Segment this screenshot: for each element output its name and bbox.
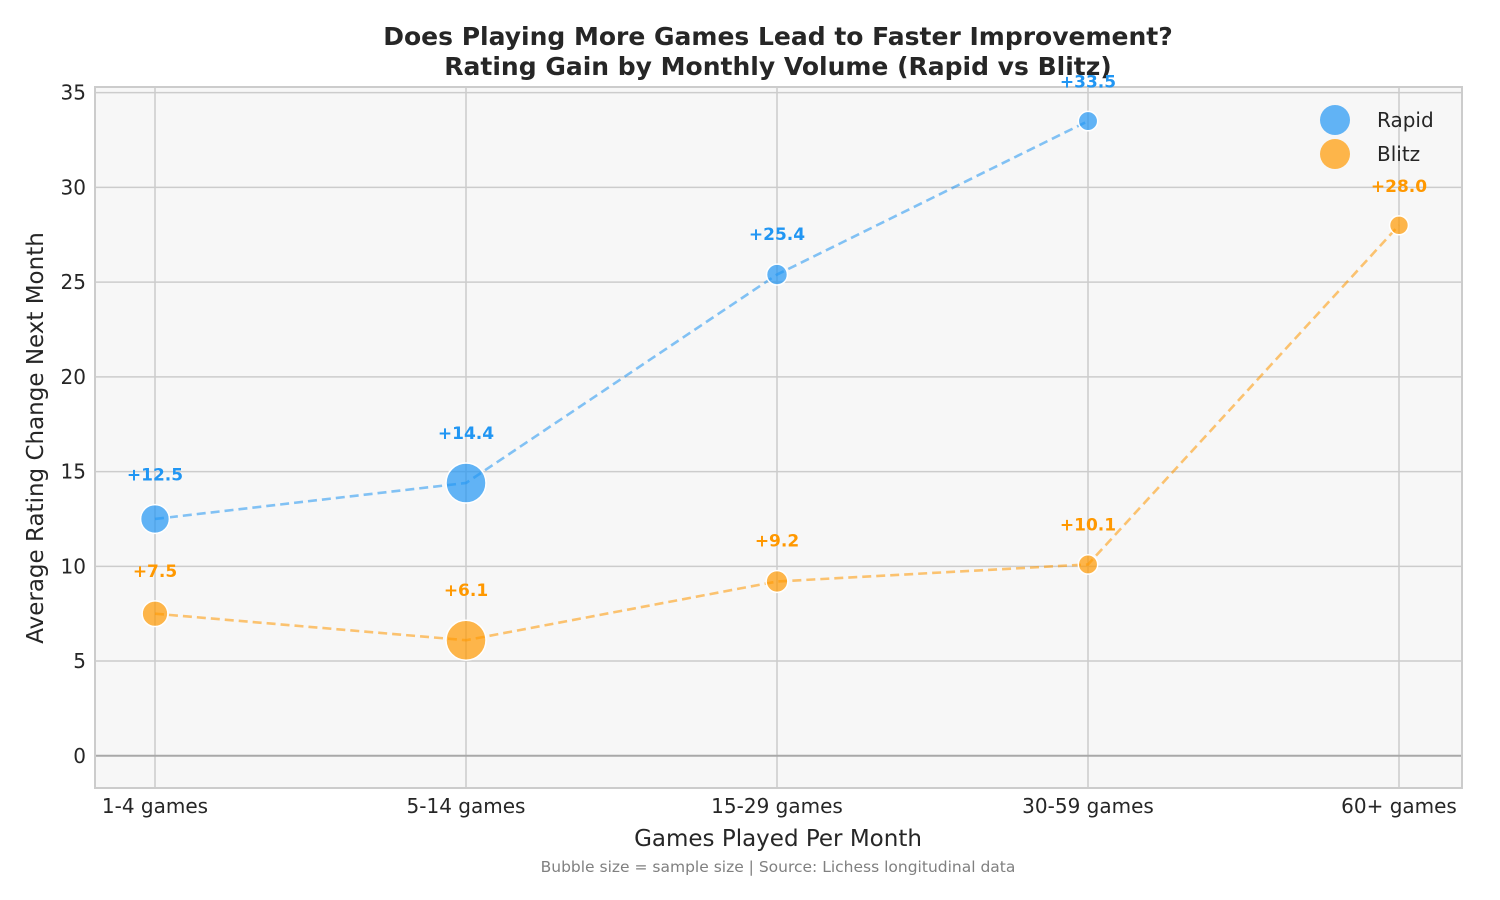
rapid-bubble (445, 462, 487, 504)
y-tick-label: 25 (61, 270, 86, 294)
y-tick-label: 0 (73, 744, 86, 768)
rapid-legend-label: Rapid (1377, 108, 1434, 132)
plot-area: 0 5 10 15 20 25 30 35 1-4 games 5-14 games 15-29 g… (61, 72, 1463, 818)
x-tick-label: 60+ games (1341, 794, 1457, 818)
blitz-legend-marker (1320, 139, 1350, 169)
rapid-bubble (1077, 110, 1099, 132)
blitz-bubble (445, 619, 487, 661)
y-tick-label: 35 (61, 81, 86, 105)
chart-subtitle: Rating Gain by Monthly Volume (Rapid vs … (444, 52, 1111, 81)
y-tick-label: 30 (61, 175, 86, 199)
x-tick-label: 5-14 games (407, 794, 526, 818)
blitz-trend-line (154, 224, 1400, 642)
blitz-legend-label: Blitz (1377, 142, 1420, 166)
rapid-data-label: +12.5 (127, 466, 183, 486)
blitz-data-label: +7.5 (133, 562, 177, 582)
y-tick-label: 20 (61, 365, 86, 389)
rapid-trend-line (154, 119, 1089, 521)
plot-frame (94, 86, 1463, 789)
rapid-bubble (765, 263, 789, 286)
x-tick-label: 30-59 games (1022, 794, 1154, 818)
chart-title: Does Playing More Games Lead to Faster I… (383, 22, 1173, 51)
y-tick-label: 10 (61, 554, 86, 578)
x-tick-label: 1-4 games (102, 794, 208, 818)
blitz-bubble (1388, 215, 1410, 236)
x-tick-label: 15-29 games (711, 794, 843, 818)
blitz-data-label: +28.0 (1371, 177, 1427, 197)
blitz-bubble (141, 600, 169, 628)
y-tick-label: 5 (73, 649, 86, 673)
rapid-legend-marker (1320, 105, 1350, 135)
blitz-data-label: +10.1 (1060, 516, 1116, 536)
rapid-data-label: +14.4 (438, 424, 494, 444)
x-axis-label: Games Played Per Month (634, 826, 922, 852)
blitz-data-label: +6.1 (444, 581, 488, 601)
rapid-data-label: +33.5 (1060, 72, 1116, 92)
blitz-bubble (1077, 553, 1099, 575)
blitz-data-label: +9.2 (755, 532, 799, 552)
blitz-bubble (765, 569, 789, 594)
chart-caption: Bubble size = sample size | Source: Lich… (541, 858, 1016, 876)
rapid-bubble (139, 503, 171, 535)
rapid-data-label: +25.4 (749, 225, 805, 245)
plot-background (95, 87, 1462, 788)
y-tick-label: 15 (61, 460, 86, 484)
y-axis-label: Average Rating Change Next Month (23, 232, 49, 644)
